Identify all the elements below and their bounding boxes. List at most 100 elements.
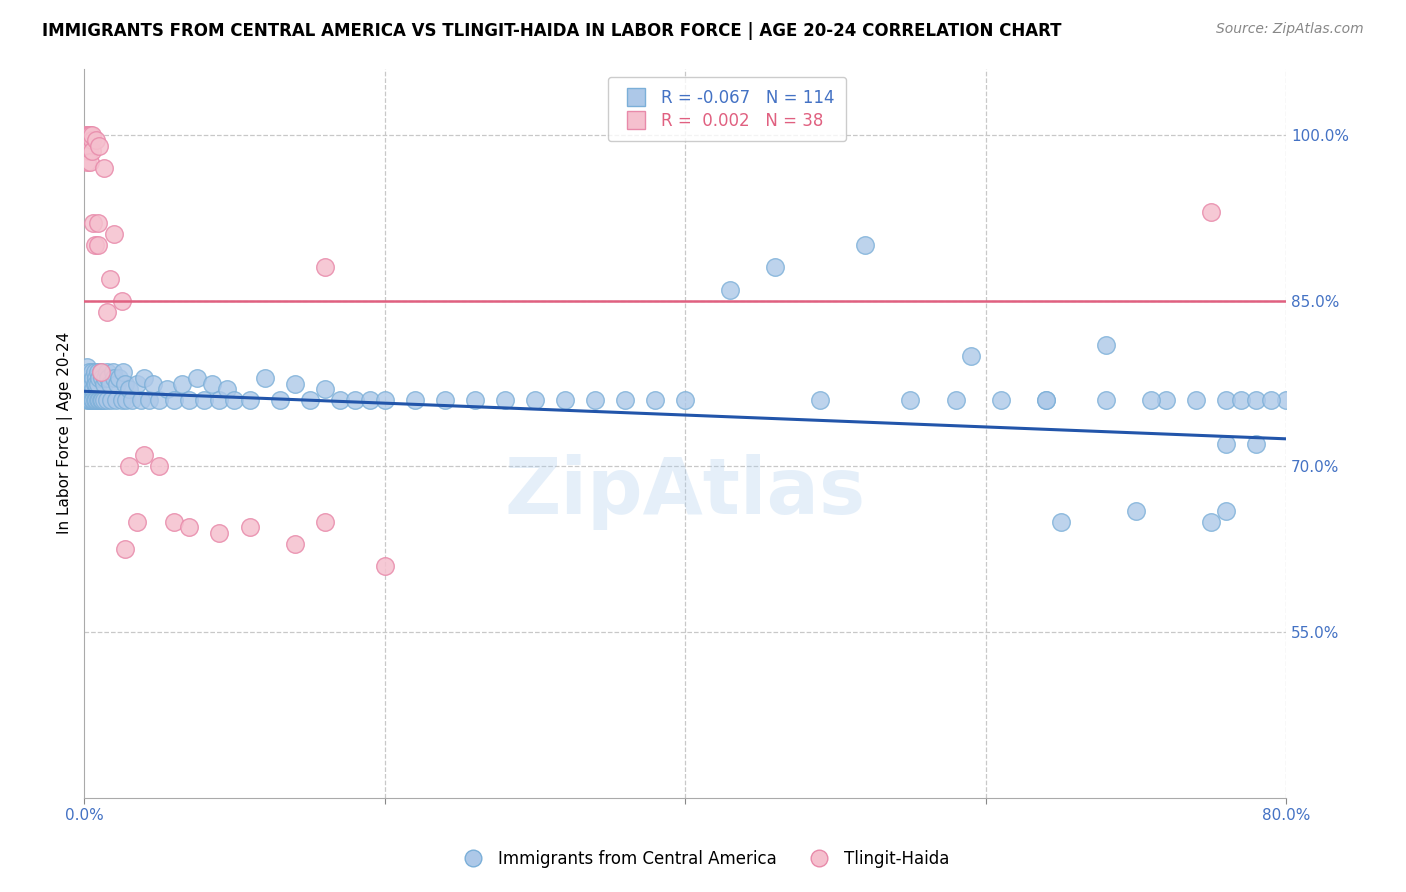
Point	[93, 376, 115, 391]
Point	[763, 260, 786, 275]
Point	[87, 376, 110, 391]
Point	[163, 515, 186, 529]
Point	[90, 393, 112, 408]
Point	[298, 393, 321, 408]
Point	[1215, 393, 1237, 408]
Point	[201, 376, 224, 391]
Point	[77, 393, 100, 408]
Point	[90, 366, 112, 380]
Point	[118, 382, 141, 396]
Point	[134, 371, 156, 385]
Point	[134, 449, 156, 463]
Point	[76, 359, 98, 374]
Point	[1094, 338, 1116, 352]
Point	[101, 366, 124, 380]
Point	[83, 238, 105, 252]
Point	[1215, 437, 1237, 451]
Point	[1275, 393, 1298, 408]
Point	[103, 227, 125, 242]
Point	[138, 393, 160, 408]
Point	[900, 393, 922, 408]
Point	[84, 393, 107, 408]
Point	[1125, 503, 1147, 517]
Point	[163, 393, 186, 408]
Point	[83, 393, 105, 408]
Point	[89, 139, 111, 153]
Point	[84, 371, 107, 385]
Point	[193, 393, 215, 408]
Point	[77, 128, 100, 142]
Point	[111, 393, 134, 408]
Point	[77, 366, 100, 380]
Point	[464, 393, 486, 408]
Point	[208, 525, 231, 540]
Point	[75, 376, 97, 391]
Point	[284, 376, 307, 391]
Point	[82, 382, 104, 396]
Point	[269, 393, 291, 408]
Point	[77, 382, 100, 396]
Point	[82, 393, 104, 408]
Point	[87, 366, 110, 380]
Point	[91, 371, 114, 385]
Legend: Immigrants from Central America, Tlingit-Haida: Immigrants from Central America, Tlingit…	[450, 844, 956, 875]
Point	[104, 393, 127, 408]
Point	[1260, 393, 1282, 408]
Point	[1035, 393, 1057, 408]
Point	[853, 238, 876, 252]
Point	[77, 376, 100, 391]
Point	[374, 393, 396, 408]
Point	[523, 393, 546, 408]
Point	[1094, 393, 1116, 408]
Point	[76, 155, 98, 169]
Point	[314, 260, 336, 275]
Point	[179, 520, 201, 534]
Point	[1154, 393, 1177, 408]
Point	[945, 393, 967, 408]
Point	[83, 376, 105, 391]
Point	[100, 393, 122, 408]
Point	[614, 393, 637, 408]
Legend: R = -0.067   N = 114, R =  0.002   N = 38: R = -0.067 N = 114, R = 0.002 N = 38	[607, 77, 846, 141]
Point	[94, 371, 117, 385]
Point	[554, 393, 576, 408]
Point	[76, 371, 98, 385]
Point	[179, 393, 201, 408]
Point	[343, 393, 366, 408]
Point	[79, 128, 101, 142]
Point	[79, 393, 101, 408]
Point	[121, 393, 143, 408]
Point	[1244, 393, 1267, 408]
Point	[80, 393, 103, 408]
Text: ZipAtlas: ZipAtlas	[505, 454, 866, 530]
Point	[84, 376, 107, 391]
Point	[98, 376, 121, 391]
Point	[105, 376, 128, 391]
Point	[82, 371, 104, 385]
Point	[1049, 515, 1071, 529]
Point	[91, 393, 114, 408]
Point	[314, 382, 336, 396]
Point	[83, 366, 105, 380]
Point	[284, 537, 307, 551]
Point	[77, 145, 100, 159]
Point	[87, 238, 110, 252]
Point	[108, 371, 131, 385]
Point	[186, 371, 208, 385]
Point	[359, 393, 381, 408]
Point	[131, 393, 153, 408]
Point	[1035, 393, 1057, 408]
Point	[125, 515, 148, 529]
Point	[79, 371, 101, 385]
Point	[80, 128, 103, 142]
Text: IMMIGRANTS FROM CENTRAL AMERICA VS TLINGIT-HAIDA IN LABOR FORCE | AGE 20-24 CORR: IMMIGRANTS FROM CENTRAL AMERICA VS TLING…	[42, 22, 1062, 40]
Point	[644, 393, 666, 408]
Point	[98, 271, 121, 285]
Point	[808, 393, 831, 408]
Point	[79, 376, 101, 391]
Point	[959, 349, 981, 363]
Point	[89, 393, 111, 408]
Point	[93, 161, 115, 175]
Point	[404, 393, 426, 408]
Point	[82, 216, 104, 230]
